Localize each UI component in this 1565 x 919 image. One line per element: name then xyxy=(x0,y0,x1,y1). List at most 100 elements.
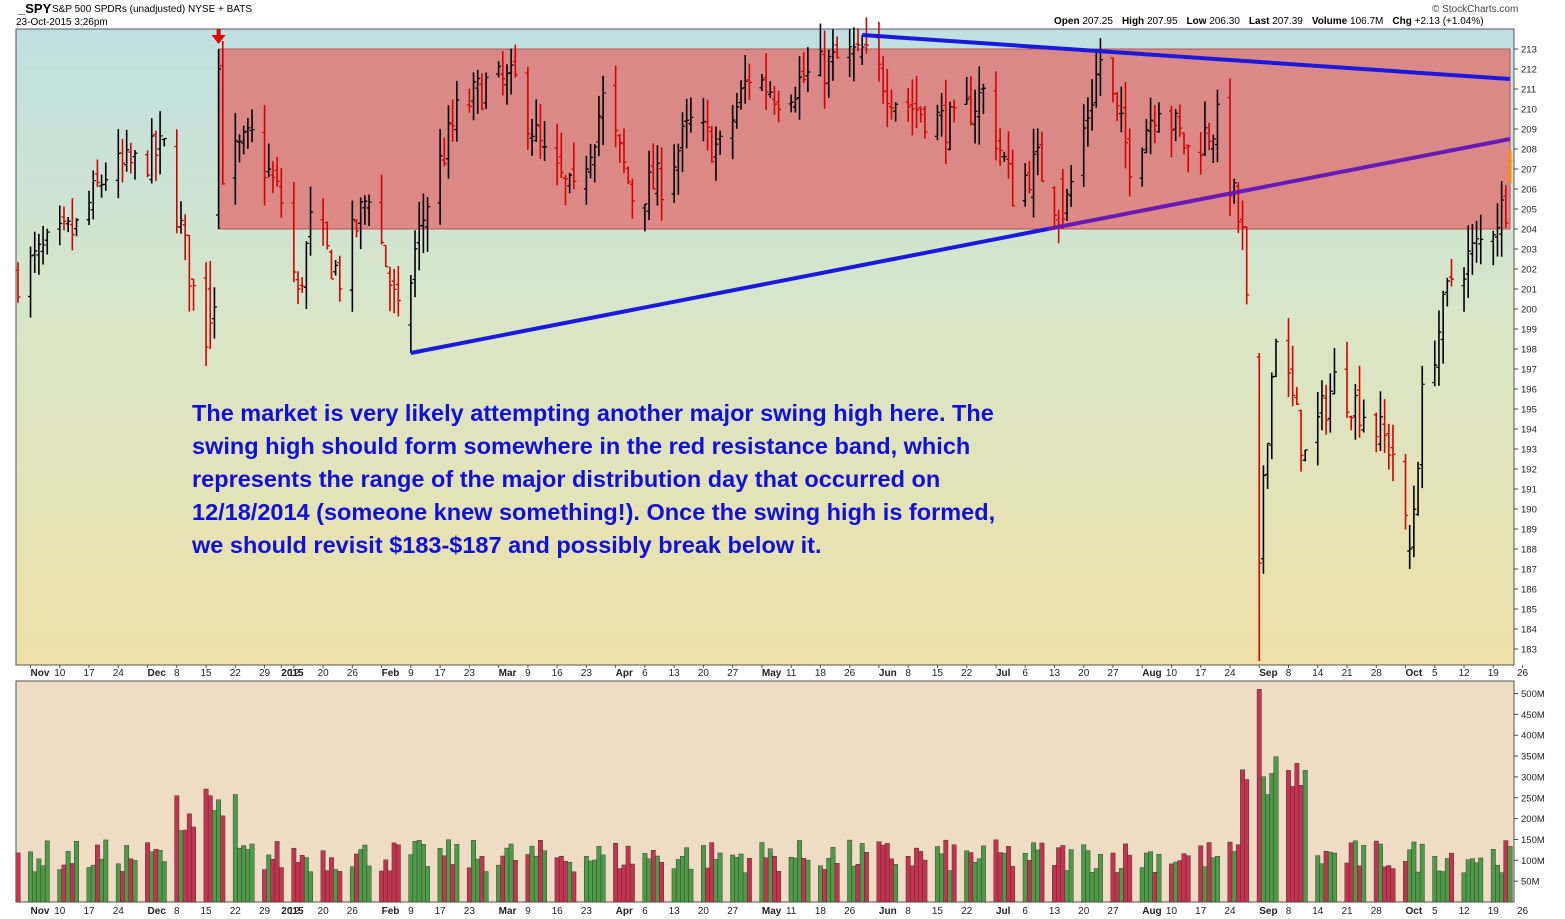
volume-bar xyxy=(918,851,924,903)
volume-bar xyxy=(909,865,915,903)
volume-bar xyxy=(922,859,928,903)
x-tick-label: 20 xyxy=(318,668,330,679)
volume-bar xyxy=(95,844,100,903)
x-tick-label: 27 xyxy=(727,668,739,679)
x-tick-label: 11 xyxy=(786,906,797,917)
x-tick-label: Dec xyxy=(148,906,167,917)
y-tick-label: 184 xyxy=(1521,625,1537,636)
volume-bar xyxy=(1390,868,1396,903)
y-tick-label: 187 xyxy=(1521,565,1537,576)
x-tick-label: Oct xyxy=(1406,668,1423,679)
x-tick-label: 20 xyxy=(1078,906,1090,917)
x-tick-label: 17 xyxy=(435,668,447,679)
x-tick-label: 24 xyxy=(113,668,125,679)
volume-bar xyxy=(671,868,677,903)
y-tick-label: 210 xyxy=(1521,105,1537,116)
volume-bar xyxy=(1411,841,1417,903)
x-tick-label: 6 xyxy=(642,668,648,679)
x-tick-label: 8 xyxy=(905,668,911,679)
x-tick-label: 23 xyxy=(464,668,476,679)
volume-bar xyxy=(629,863,635,903)
volume-bar xyxy=(964,850,970,903)
volume-bar xyxy=(1206,842,1212,903)
volume-bar xyxy=(178,830,184,903)
volume-bar xyxy=(1407,849,1413,903)
volume-bar xyxy=(153,848,159,903)
volume-bar xyxy=(847,839,853,903)
last-value: 207.39 xyxy=(1272,16,1303,27)
volume-bar xyxy=(1495,864,1500,903)
volume-bar xyxy=(713,859,719,903)
volume-bar xyxy=(358,849,364,903)
volume-bar xyxy=(617,868,623,903)
volume-bar xyxy=(512,860,518,903)
volume-bar xyxy=(621,864,627,903)
volume-bar xyxy=(1060,845,1066,903)
x-tick-label: 18 xyxy=(815,668,827,679)
volume-bar xyxy=(563,860,568,903)
volume-bar xyxy=(1499,872,1505,903)
volume-bar xyxy=(939,853,945,903)
volume-bar xyxy=(701,845,706,903)
y-tick-label: 186 xyxy=(1521,585,1537,596)
volume-bar xyxy=(1294,763,1300,903)
volume-bar xyxy=(1156,854,1162,903)
volume-bar xyxy=(767,848,773,903)
volume-bar xyxy=(354,853,359,903)
volume-bar xyxy=(600,854,606,903)
volume-bar xyxy=(592,859,598,903)
y-tick-label: 191 xyxy=(1521,485,1537,496)
x-tick-label: Aug xyxy=(1142,906,1161,917)
volume-bar xyxy=(395,844,401,903)
volume-bar xyxy=(905,856,911,903)
annotation-line: we should revisit $183-$187 and possibly… xyxy=(192,532,822,558)
volume-bar xyxy=(1449,852,1454,903)
x-tick-label: 5 xyxy=(1432,668,1438,679)
x-tick-label: 14 xyxy=(1312,906,1324,917)
low-label: Low xyxy=(1186,16,1207,27)
volume-bar xyxy=(889,858,894,903)
y-tick-label: 189 xyxy=(1521,525,1537,536)
x-tick-label: 26 xyxy=(844,906,856,917)
volume-bar xyxy=(278,867,284,903)
volume-bar xyxy=(479,856,485,903)
volume-bar xyxy=(1198,845,1204,903)
volume-bar xyxy=(688,868,694,903)
volume-bar xyxy=(943,839,949,903)
x-tick-label: Mar xyxy=(499,906,517,917)
x-tick-label: Feb xyxy=(382,668,400,679)
volume-y-tick-label: 100M xyxy=(1521,856,1545,867)
volume-bar xyxy=(132,860,138,903)
volume-bar xyxy=(538,840,543,903)
volume-bar xyxy=(525,854,531,903)
x-tick-label: 24 xyxy=(113,906,125,917)
volume-bar xyxy=(1474,862,1479,903)
volume-axis-layer: 50M 100M 150M 200M 250M 300M 350M 400M 450M 500M xyxy=(1514,689,1545,888)
x-tick-label: Dec xyxy=(148,668,167,679)
volume-bar xyxy=(993,839,999,903)
x-tick-label: 5 xyxy=(1432,906,1438,917)
volume-bar xyxy=(65,851,71,903)
x-tick-label: 28 xyxy=(1371,668,1383,679)
volume-bar xyxy=(646,858,652,903)
volume-bar xyxy=(734,857,740,903)
y-tick-label: 198 xyxy=(1521,345,1537,356)
y-tick-label: 205 xyxy=(1521,205,1537,216)
volume-bar xyxy=(128,858,134,903)
volume-bar xyxy=(295,862,301,903)
volume-bar xyxy=(437,848,443,903)
ticker-description: S&P 500 SPDRs (unadjusted) NYSE + BATS xyxy=(52,4,253,15)
y-tick-label: 185 xyxy=(1521,605,1537,616)
volume-bar xyxy=(1210,857,1216,903)
y-tick-label: 213 xyxy=(1521,45,1537,56)
x-tick-label: 6 xyxy=(1022,668,1028,679)
x-tick-label: 9 xyxy=(408,906,414,917)
volume-bar xyxy=(851,865,857,903)
x-tick-label: Feb xyxy=(382,906,400,917)
volume-bar xyxy=(69,863,75,903)
volume-bar xyxy=(466,867,472,903)
volume-bar xyxy=(1344,862,1350,903)
volume-bar xyxy=(1469,858,1475,903)
volume-bar xyxy=(408,854,414,903)
x-tick-label: 29 xyxy=(259,906,271,917)
